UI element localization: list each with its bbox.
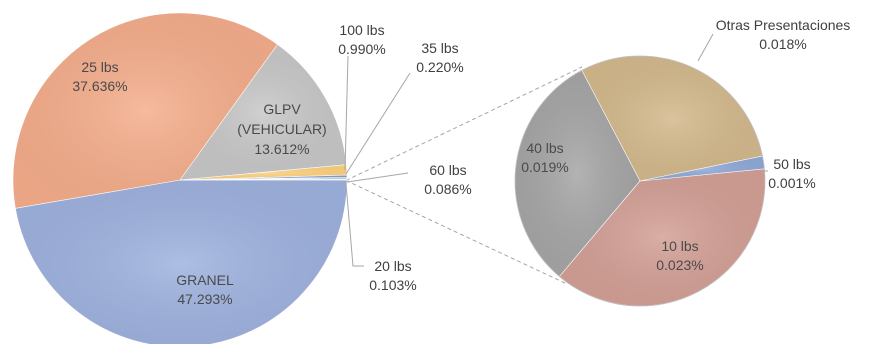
leader-100-lbs (344, 55, 349, 171)
label-granel: GRANEL 47.293% (176, 272, 234, 307)
second-pie-outline (514, 55, 766, 307)
label-10-lbs: 10 lbs 0.023% (656, 238, 703, 273)
label-50-lbs: 50 lbs 0.001% (768, 156, 815, 191)
leader-35-lbs (345, 72, 411, 175)
label-40-lbs: 40 lbs 0.019% (521, 140, 568, 175)
leader-20-lbs (345, 183, 364, 267)
leader-otras-presentaciones (697, 33, 714, 62)
label-25-lbs: 25 lbs 37.636% (72, 59, 127, 94)
label-otras-presentaciones: Otras Presentaciones 0.018% (716, 17, 851, 52)
label-20-lbs: 20 lbs 0.103% (369, 258, 416, 293)
label-100-lbs: 100 lbs 0.990% (338, 22, 385, 57)
label-35-lbs: 35 lbs 0.220% (416, 40, 463, 75)
slice-granel (15, 179, 348, 344)
leader-60-lbs (346, 172, 409, 183)
label-glpv-vehicular: GLPV (VEHICULAR) 13.612% (237, 101, 326, 157)
label-60-lbs: 60 lbs 0.086% (424, 162, 471, 197)
